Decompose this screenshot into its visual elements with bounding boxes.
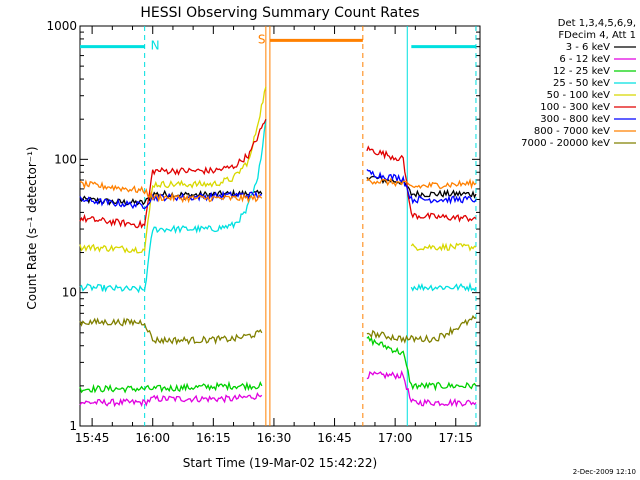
series-line [366, 314, 477, 344]
series-line [366, 169, 477, 205]
timestamp: 2-Dec-2009 12:10 [573, 468, 636, 476]
flag-label: N [151, 39, 160, 53]
legend-entry-label: 3 - 6 keV [566, 42, 610, 53]
legend-entry-label: 100 - 300 keV [540, 102, 610, 113]
legend-entry-label: 7000 - 20000 keV [521, 138, 610, 149]
x-tick-label: 16:00 [135, 431, 170, 445]
x-tick-label: 17:00 [378, 431, 413, 445]
y-tick-label: 100 [54, 152, 77, 166]
series-line [366, 335, 477, 392]
y-tick-label: 10 [62, 286, 77, 300]
legend-entry-label: 300 - 800 keV [540, 114, 610, 125]
y-tick-label: 1000 [46, 19, 77, 33]
legend: Det 1,3,4,5,6,9, FDecim 4, Att 1 3 - 6 k… [521, 18, 636, 149]
plot-area: 1 10 100 1000 15:45 16:00 16:15 16:30 16:45 17:00… [46, 19, 481, 445]
x-tick-label: 16:30 [257, 431, 292, 445]
series-line [79, 119, 267, 294]
series-line [79, 118, 267, 229]
series-line [410, 281, 477, 293]
series-line [366, 145, 477, 223]
y-axis-label: Count Rate (s⁻¹ detector⁻¹) [25, 146, 39, 309]
legend-entry-label: 25 - 50 keV [553, 78, 610, 89]
flag-label: S [258, 32, 266, 46]
chart-title: HESSI Observing Summary Count Rates [140, 5, 419, 21]
x-tick-label: 17:15 [438, 431, 473, 445]
series-line [79, 317, 263, 346]
series-line [366, 369, 477, 408]
series-line [79, 391, 263, 408]
x-tick-label: 16:45 [317, 431, 352, 445]
series-line [79, 86, 267, 254]
series-line [366, 177, 477, 190]
legend-entry-label: 800 - 7000 keV [534, 126, 610, 137]
series-line [79, 380, 263, 394]
series-line [79, 179, 263, 204]
x-tick-label: 16:15 [196, 431, 231, 445]
x-axis-label: Start Time (19-Mar-02 15:42:22) [183, 456, 377, 470]
y-tick-label: 1 [69, 419, 77, 433]
legend-header-line-1: Det 1,3,4,5,6,9, [558, 18, 636, 29]
series-line [410, 242, 477, 252]
legend-entry-label: 50 - 100 keV [547, 90, 611, 101]
series-line [79, 190, 262, 210]
x-tick-label: 15:45 [75, 431, 110, 445]
legend-entry-label: 6 - 12 keV [559, 54, 610, 65]
legend-entry-label: 12 - 25 keV [553, 66, 610, 77]
plot-frame [79, 25, 481, 427]
legend-header-line-2: FDecim 4, Att 1 [558, 30, 636, 41]
